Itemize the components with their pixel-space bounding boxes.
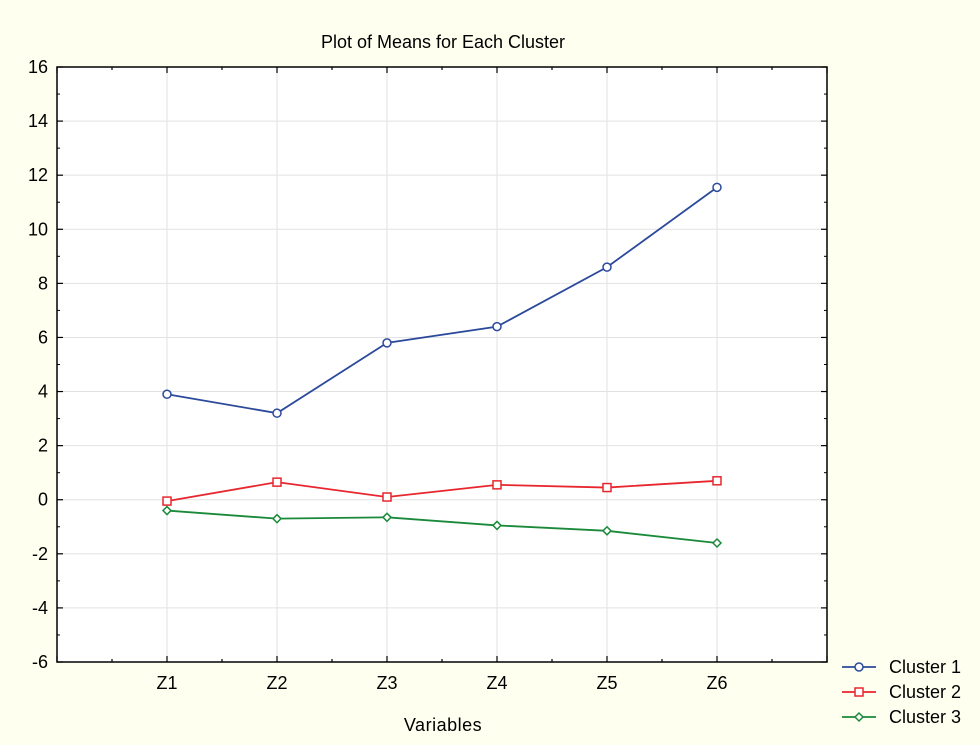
plot-background xyxy=(57,67,827,662)
legend-swatch-marker xyxy=(853,711,865,723)
legend-swatch-marker xyxy=(854,662,864,672)
gridlines xyxy=(57,67,827,662)
data-point xyxy=(712,476,722,486)
data-point xyxy=(272,408,282,418)
data-point xyxy=(602,482,612,493)
y-tick-label: -2 xyxy=(32,544,48,564)
y-tick-label: 4 xyxy=(38,382,48,402)
legend-item: Cluster 3 xyxy=(842,707,961,727)
data-point xyxy=(712,182,722,193)
data-point xyxy=(271,513,283,524)
y-tick-label: 12 xyxy=(28,165,48,185)
series-line xyxy=(166,479,718,502)
series-cluster-2 xyxy=(162,476,722,506)
y-tick-label: -4 xyxy=(32,598,48,618)
data-point xyxy=(382,492,392,502)
data-point xyxy=(382,338,392,348)
legend: Cluster 1 Cluster 2 Cluster 3 xyxy=(842,657,961,727)
x-tick-label: Z1 xyxy=(156,673,177,693)
plot-area xyxy=(56,66,828,663)
y-tick-label: 6 xyxy=(38,327,48,347)
legend-label: Cluster 3 xyxy=(889,707,961,727)
legend-item: Cluster 1 xyxy=(842,657,961,677)
y-tick-label: 14 xyxy=(28,111,48,131)
y-tick-label: 10 xyxy=(28,219,48,239)
data-point xyxy=(711,537,723,549)
x-tick-label: Z2 xyxy=(266,673,287,693)
legend-swatch-marker xyxy=(854,687,864,697)
data-point xyxy=(492,321,502,332)
x-tick-label: Z6 xyxy=(706,673,727,693)
data-point xyxy=(601,525,613,536)
data-point xyxy=(602,262,612,272)
legend-label: Cluster 2 xyxy=(889,682,961,702)
data-point xyxy=(162,389,172,399)
chart-title: Plot of Means for Each Cluster xyxy=(321,32,565,52)
series-cluster-1 xyxy=(162,182,722,418)
series-line xyxy=(166,509,718,544)
x-tick-label: Z4 xyxy=(486,673,507,693)
x-axis-tick-labels: Z1 Z2 Z3 Z4 Z5 Z6 xyxy=(156,673,727,693)
y-tick-label: 16 xyxy=(28,57,48,77)
series-line xyxy=(166,186,718,415)
plot-frame xyxy=(56,66,828,663)
x-tick-label: Z3 xyxy=(376,673,397,693)
y-axis-tick-labels: -6 -4 -2 0 2 4 6 8 10 12 14 16 xyxy=(28,57,48,672)
data-point xyxy=(492,480,502,490)
data-point xyxy=(491,520,503,531)
y-tick-label: -6 xyxy=(32,652,48,672)
data-point xyxy=(381,512,393,523)
series-cluster-3 xyxy=(161,505,723,549)
y-tick-label: 8 xyxy=(38,273,48,293)
y-tick-label: 0 xyxy=(38,490,48,510)
legend-label: Cluster 1 xyxy=(889,657,961,677)
data-point xyxy=(272,477,282,487)
data-point xyxy=(161,505,173,516)
x-axis-label: Variables xyxy=(404,715,482,735)
data-point xyxy=(162,496,172,506)
legend-item: Cluster 2 xyxy=(842,682,961,702)
series-layer xyxy=(161,182,723,549)
x-tick-label: Z5 xyxy=(596,673,617,693)
y-tick-label: 2 xyxy=(38,436,48,456)
